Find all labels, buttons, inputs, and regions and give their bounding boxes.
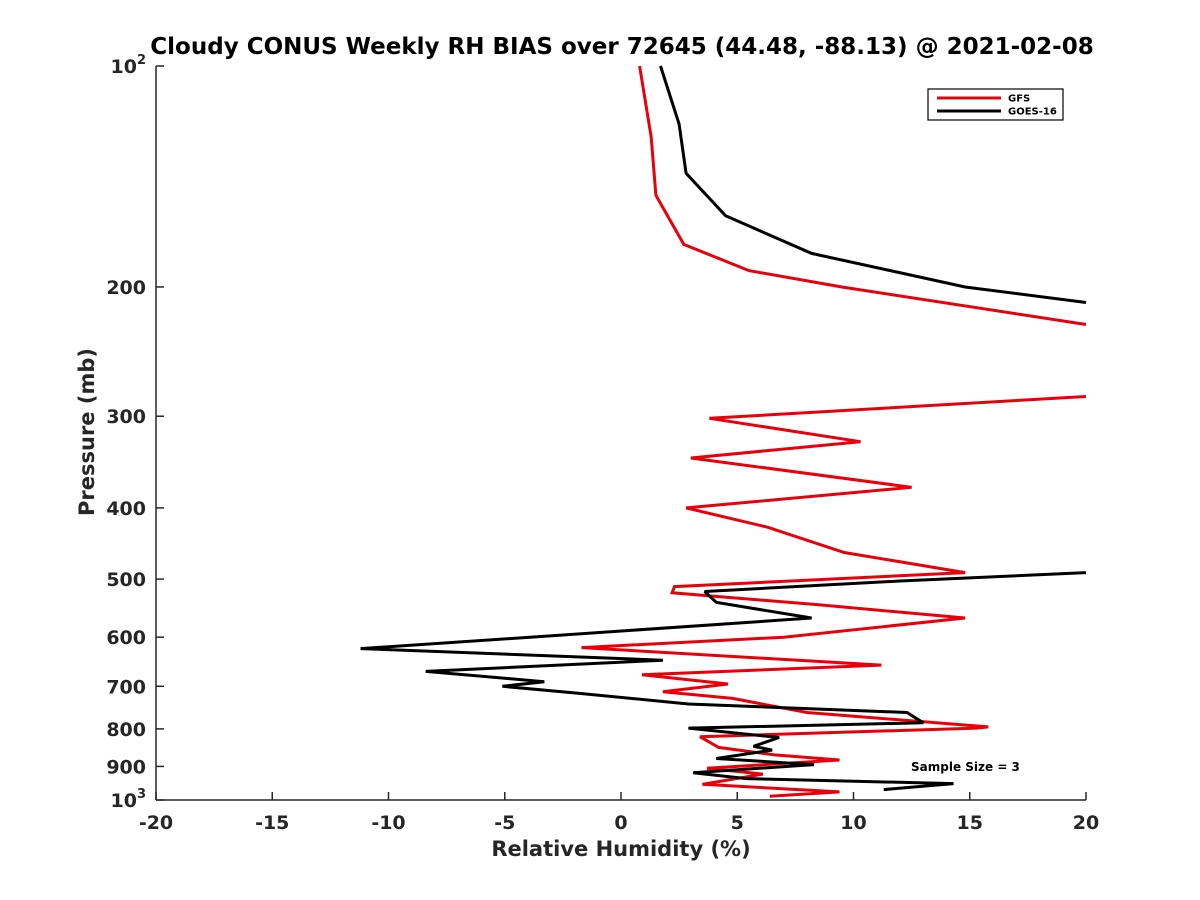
series-line-gfs-segment-2 [581,395,1087,798]
x-tick-label: -5 [494,812,515,834]
x-tick-label: -10 [371,812,405,834]
legend-box [927,88,1064,121]
x-tick-label: -20 [139,812,173,834]
y-tick-label: 102 [111,53,147,78]
y-tick-label: 600 [106,627,146,649]
legend: GFS GOES-16 [927,88,1064,121]
legend-label-goes-16: GOES-16 [1008,107,1057,118]
y-axis-label: Pressure (mb) [75,348,99,516]
x-tick-label: 20 [1073,812,1099,834]
sample-size-annotation: Sample Size = 3 [911,760,1020,774]
y-tick-label: 800 [106,719,146,741]
series-line-goes-16-segment-1 [659,65,1087,304]
y-tick-label: 500 [106,569,146,591]
x-axis-label: Relative Humidity (%) [491,837,750,861]
plot-area [360,65,1087,798]
series-line-gfs-segment-1 [638,65,1087,326]
y-tick-label: 900 [106,756,146,778]
x-tick-label: -15 [255,812,289,834]
y-tick-label: 700 [106,676,146,698]
legend-label-gfs: GFS [1008,94,1030,105]
y-tick-label: 400 [106,498,146,520]
y-tick-label: 200 [106,277,146,299]
chart-title: Cloudy CONUS Weekly RH BIAS over 72645 (… [150,34,1093,60]
axes: -20 -15 -10 -5 0 5 10 15 20 102 200 300 400 500 600 700… [106,53,1099,834]
y-tick-label: 103 [111,787,147,812]
x-tick-label: 0 [614,812,627,834]
series-line-goes-16-segment-2 [360,571,1087,792]
x-tick-label: 5 [731,812,744,834]
x-tick-label: 10 [840,812,866,834]
y-tick-label: 300 [106,406,146,428]
x-tick-label: 15 [957,812,983,834]
